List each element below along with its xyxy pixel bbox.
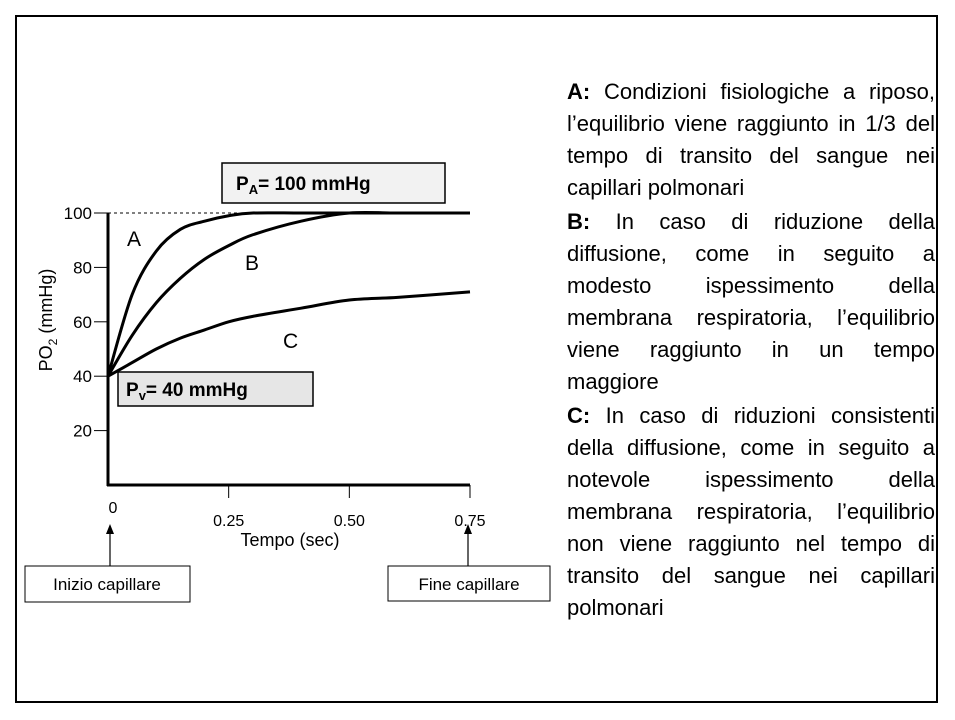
- start-label: Inizio capillare: [53, 575, 161, 594]
- y-label-main: PO: [36, 345, 56, 371]
- end-box: [387, 565, 551, 602]
- curve-label: B: [245, 252, 259, 275]
- x-tick-label: 0.25: [213, 513, 244, 530]
- description-text: In caso di riduzioni consistenti della d…: [567, 403, 935, 620]
- curve-label: A: [127, 228, 141, 251]
- y-tick-label: 20: [73, 422, 92, 441]
- pa-main: P: [236, 174, 249, 195]
- description-label: C:: [567, 403, 591, 428]
- pv-sub: v: [139, 388, 147, 403]
- x-tick-label: 0.75: [454, 513, 485, 530]
- pv-main: P: [126, 380, 139, 401]
- curve-label: C: [283, 330, 298, 353]
- description-text: In caso di riduzione della diffusione, c…: [567, 209, 935, 394]
- y-tick-label: 100: [64, 204, 92, 223]
- y-tick-label: 60: [73, 313, 92, 332]
- y-label-rest: (mmHg): [36, 269, 56, 339]
- curve: [107, 290, 471, 378]
- x-tick-label: 0.50: [334, 513, 365, 530]
- description: C: In caso di riduzioni consistenti dell…: [567, 400, 935, 624]
- pv-rest: = 40 mmHg: [146, 380, 248, 401]
- pv-box: [117, 371, 314, 407]
- description-label: A:: [567, 79, 591, 104]
- start-arrowhead: [106, 524, 114, 534]
- y-tick-label: 40: [73, 367, 92, 386]
- pa-box: [221, 162, 446, 204]
- frame: [15, 15, 938, 703]
- description-text: Condizioni fisiologiche a riposo, l’equi…: [567, 79, 935, 200]
- x-tick-label: 0: [109, 500, 118, 517]
- descriptions: A: Condizioni fisiologiche a riposo, l’e…: [567, 76, 935, 626]
- y-axis-label: PO2 (mmHg): [36, 269, 60, 372]
- x-axis-label: Tempo (sec): [240, 530, 339, 550]
- pa-sub: A: [249, 182, 259, 197]
- y-label-sub: 2: [46, 338, 60, 345]
- description: A: Condizioni fisiologiche a riposo, l’e…: [567, 76, 935, 204]
- pv-label: Pv= 40 mmHg: [126, 380, 248, 403]
- description-label: B:: [567, 209, 591, 234]
- y-tick-label: 80: [73, 258, 92, 277]
- pa-label: PA= 100 mmHg: [236, 174, 371, 197]
- end-arrowhead: [464, 524, 472, 534]
- description: B: In caso di riduzione della diffusione…: [567, 206, 935, 398]
- pa-rest: = 100 mmHg: [258, 174, 370, 195]
- end-label: Fine capillare: [418, 575, 519, 594]
- curve: [106, 210, 470, 377]
- start-box: [24, 565, 191, 603]
